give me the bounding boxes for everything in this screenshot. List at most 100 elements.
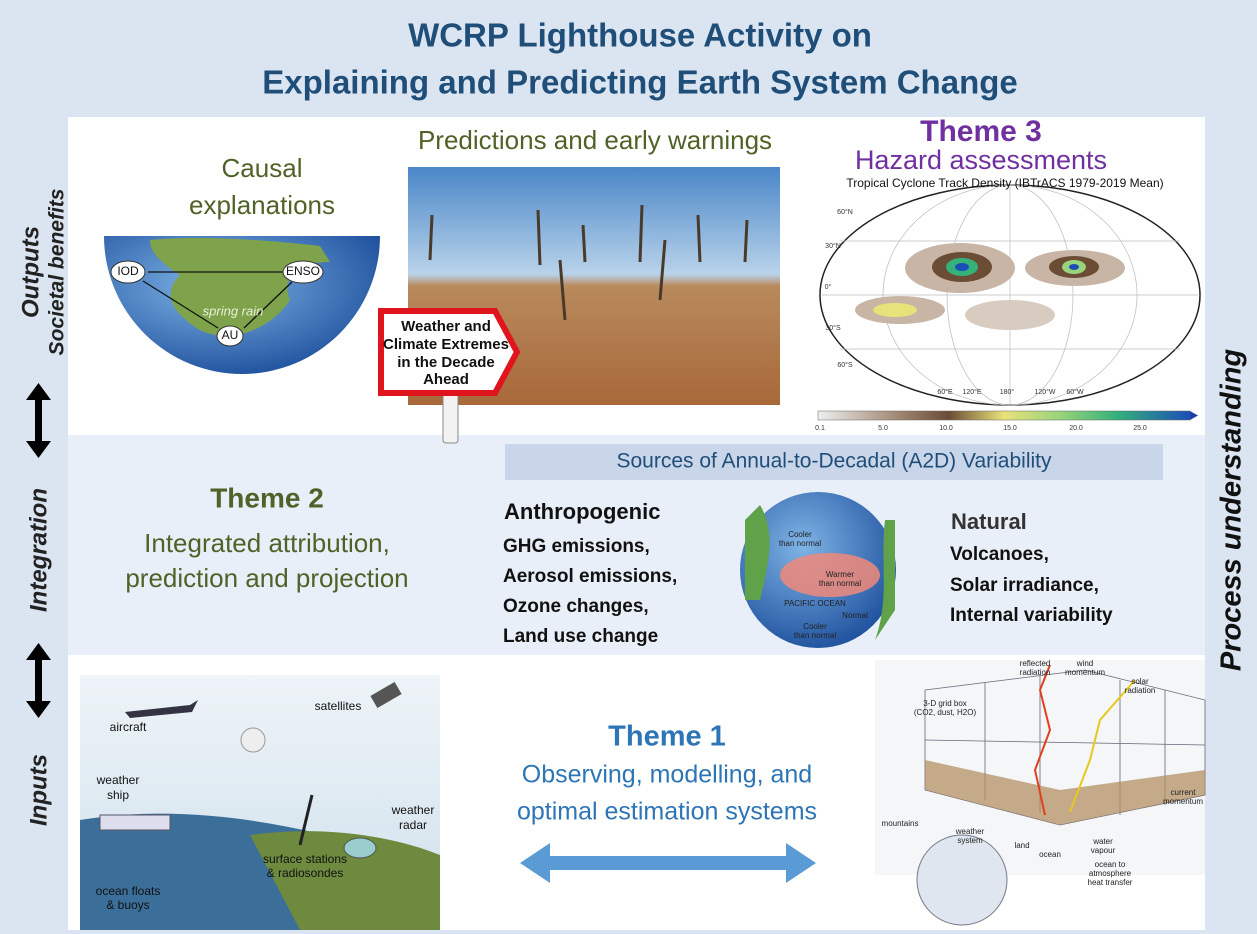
side-label: Outputs (17, 226, 44, 318)
australia (150, 238, 330, 336)
model-label: ocean (1039, 850, 1061, 859)
node-label: AU (222, 328, 239, 342)
map-label: 120°E (962, 388, 981, 396)
node-label: ENSO (286, 264, 320, 278)
model-label: vapour (1091, 846, 1116, 855)
model-label: weather (955, 827, 985, 836)
side-label: Integration (25, 488, 52, 612)
dead-trees (428, 204, 749, 321)
sources-box (505, 444, 1163, 480)
globe-label: than normal (779, 539, 821, 548)
model-label: system (957, 836, 983, 845)
side-label: Societal benefits (46, 189, 69, 356)
panel-title: explanations (189, 190, 335, 220)
aircraft-icon (125, 700, 198, 718)
solar-arrow (1069, 679, 1136, 813)
panel-title: Causal (222, 153, 303, 183)
sign-text: in the Decade (397, 354, 495, 371)
model-label: land (1014, 841, 1029, 850)
model-label: radiation (1125, 686, 1156, 695)
model-label: current (1171, 788, 1197, 797)
list-item: Solar irradiance, (950, 575, 1099, 596)
model-label: (CO2, dust, H2O) (914, 708, 977, 717)
sign (378, 308, 521, 396)
title: Explaining and Predicting Earth System C… (262, 64, 1018, 101)
causal-arrows (142, 271, 293, 329)
model-globe (916, 834, 1008, 926)
ship-icon (99, 814, 171, 831)
model-label: heat transfer (1088, 878, 1133, 887)
theme-title: Theme 3 (920, 115, 1042, 148)
observation-label: ocean floats (96, 884, 161, 898)
observation-label: weather (96, 773, 140, 787)
node-label: IOD (117, 264, 139, 278)
sign-text: Climate Extremes (383, 336, 509, 353)
list-title: Natural (951, 509, 1027, 534)
model-label: solar (1131, 677, 1149, 686)
observation-label: & buoys (106, 898, 149, 912)
colorbar-label: 25.0 (1133, 425, 1147, 432)
colorbar-end (1190, 411, 1198, 420)
globe-label: Cooler (803, 622, 827, 631)
map-label: 180° (1000, 388, 1015, 396)
globe-label: than normal (794, 631, 836, 640)
warm-pool (780, 553, 880, 597)
observation-label: surface stations (263, 852, 347, 866)
colorbar-label: 5.0 (878, 425, 888, 432)
theme-title: Theme 1 (608, 721, 726, 753)
observation-label: radar (399, 818, 427, 832)
model-label: atmosphere (1089, 869, 1132, 878)
balloon-icon (240, 727, 266, 753)
land (250, 831, 440, 930)
globe-label: Cooler (788, 530, 812, 539)
sign-text: Weather and (401, 318, 491, 335)
map-label: 60°W (1066, 388, 1084, 396)
globe-label: Normal (842, 611, 868, 620)
model-label: reflected (1020, 659, 1051, 668)
sign-post (442, 391, 459, 444)
model-land (925, 760, 1205, 825)
map-label: 120°W (1034, 388, 1055, 396)
reflected-arrow (1033, 664, 1052, 816)
map-label: 0° (825, 283, 832, 291)
theme-text: Integrated attribution, (144, 528, 390, 558)
sources-title: Sources of Annual-to-Decadal (A2D) Varia… (617, 450, 1052, 473)
side-label: Process understanding (1216, 349, 1248, 672)
annotation: spring rain (203, 303, 264, 318)
station-icon (298, 794, 314, 846)
vertical-arrow (26, 643, 51, 718)
list-item: Ozone changes, (503, 596, 649, 617)
list-item: GHG emissions, (503, 536, 650, 557)
map-label: 60°E (937, 388, 953, 396)
model-label: mountains (882, 819, 919, 828)
asia (745, 505, 770, 600)
model-label: wind (1076, 659, 1093, 668)
globe-label: PACIFIC OCEAN (784, 599, 846, 608)
map-title: Tropical Cyclone Track Density (IBTrACS … (846, 176, 1163, 190)
causal-nodes (110, 260, 324, 347)
map-label: 30°N (825, 242, 841, 250)
theme-text: prediction and projection (125, 563, 408, 593)
model-label: ocean to (1095, 860, 1126, 869)
observation-label: & radiosondes (267, 866, 344, 880)
panel-title: Predictions and early warnings (418, 125, 772, 155)
model-label: 3-D grid box (923, 699, 967, 708)
panel-title: Hazard assessments (855, 145, 1107, 175)
sign-text: Ahead (423, 371, 469, 388)
model-label: water (1092, 837, 1113, 846)
colorbar-label: 15.0 (1003, 425, 1017, 432)
horizontal-arrow (520, 843, 816, 883)
model-label: momentum (1163, 797, 1203, 806)
globe-label: than normal (819, 579, 861, 588)
track-density (855, 243, 1125, 330)
radar-icon (343, 837, 377, 859)
list-item: Internal variability (950, 605, 1113, 626)
colorbar-label: 0.1 (815, 425, 825, 432)
map-grid (822, 184, 1198, 406)
theme-text: Observing, modelling, and (522, 761, 812, 789)
list-item: Volcanoes, (950, 544, 1049, 565)
observation-label: ship (107, 788, 129, 802)
list-title: Anthropogenic (504, 499, 660, 524)
